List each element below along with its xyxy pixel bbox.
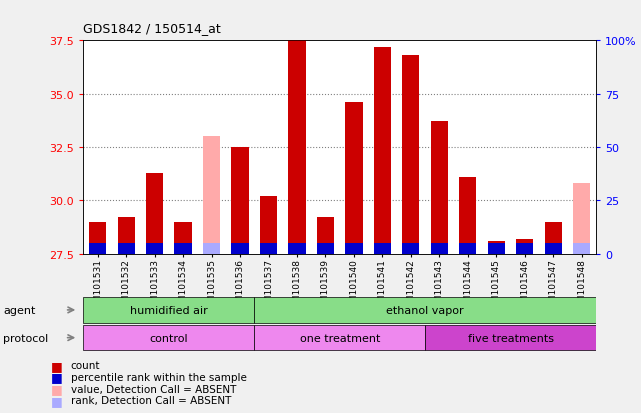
Bar (89, 222, 106, 254)
Bar (146, 243, 163, 254)
Bar (83, 297, 254, 323)
Bar (260, 243, 277, 254)
Text: agent: agent (3, 305, 36, 315)
Text: value, Detection Call = ABSENT: value, Detection Call = ABSENT (71, 384, 236, 394)
Text: rank, Detection Call = ABSENT: rank, Detection Call = ABSENT (71, 395, 231, 405)
Bar (545, 222, 562, 254)
Text: one treatment: one treatment (299, 333, 380, 343)
Bar (231, 243, 249, 254)
Text: ■: ■ (51, 359, 63, 372)
Text: percentile rank within the sample: percentile rank within the sample (71, 372, 246, 382)
Bar (317, 218, 334, 254)
Bar (488, 243, 505, 254)
Text: control: control (149, 333, 188, 343)
Bar (288, 243, 306, 254)
Bar (431, 243, 448, 254)
Bar (117, 243, 135, 254)
Bar (374, 47, 391, 254)
Bar (488, 241, 505, 254)
Bar (231, 147, 249, 254)
Text: GDS1842 / 150514_at: GDS1842 / 150514_at (83, 22, 221, 35)
Bar (203, 137, 220, 254)
Bar (174, 243, 192, 254)
Bar (374, 243, 391, 254)
Bar (345, 243, 363, 254)
Bar (317, 243, 334, 254)
Text: ■: ■ (51, 382, 63, 395)
Bar (460, 243, 476, 254)
Bar (517, 243, 533, 254)
Text: humidified air: humidified air (130, 305, 208, 315)
Bar (83, 325, 254, 351)
Bar (146, 173, 163, 254)
Bar (573, 243, 590, 254)
Bar (431, 122, 448, 254)
Bar (203, 243, 220, 254)
Text: count: count (71, 361, 100, 370)
Bar (89, 243, 106, 254)
Bar (460, 178, 476, 254)
Bar (174, 222, 192, 254)
Text: ethanol vapor: ethanol vapor (387, 305, 464, 315)
Bar (288, 41, 306, 254)
Bar (345, 103, 363, 254)
Bar (260, 197, 277, 254)
Text: ■: ■ (51, 370, 63, 384)
Bar (573, 184, 590, 254)
Bar (254, 297, 596, 323)
Bar (403, 56, 419, 254)
Bar (517, 239, 533, 254)
Bar (425, 325, 596, 351)
Text: ■: ■ (51, 394, 63, 407)
Bar (403, 243, 419, 254)
Text: five treatments: five treatments (468, 333, 554, 343)
Bar (254, 325, 425, 351)
Bar (117, 218, 135, 254)
Bar (545, 243, 562, 254)
Text: protocol: protocol (3, 333, 49, 343)
